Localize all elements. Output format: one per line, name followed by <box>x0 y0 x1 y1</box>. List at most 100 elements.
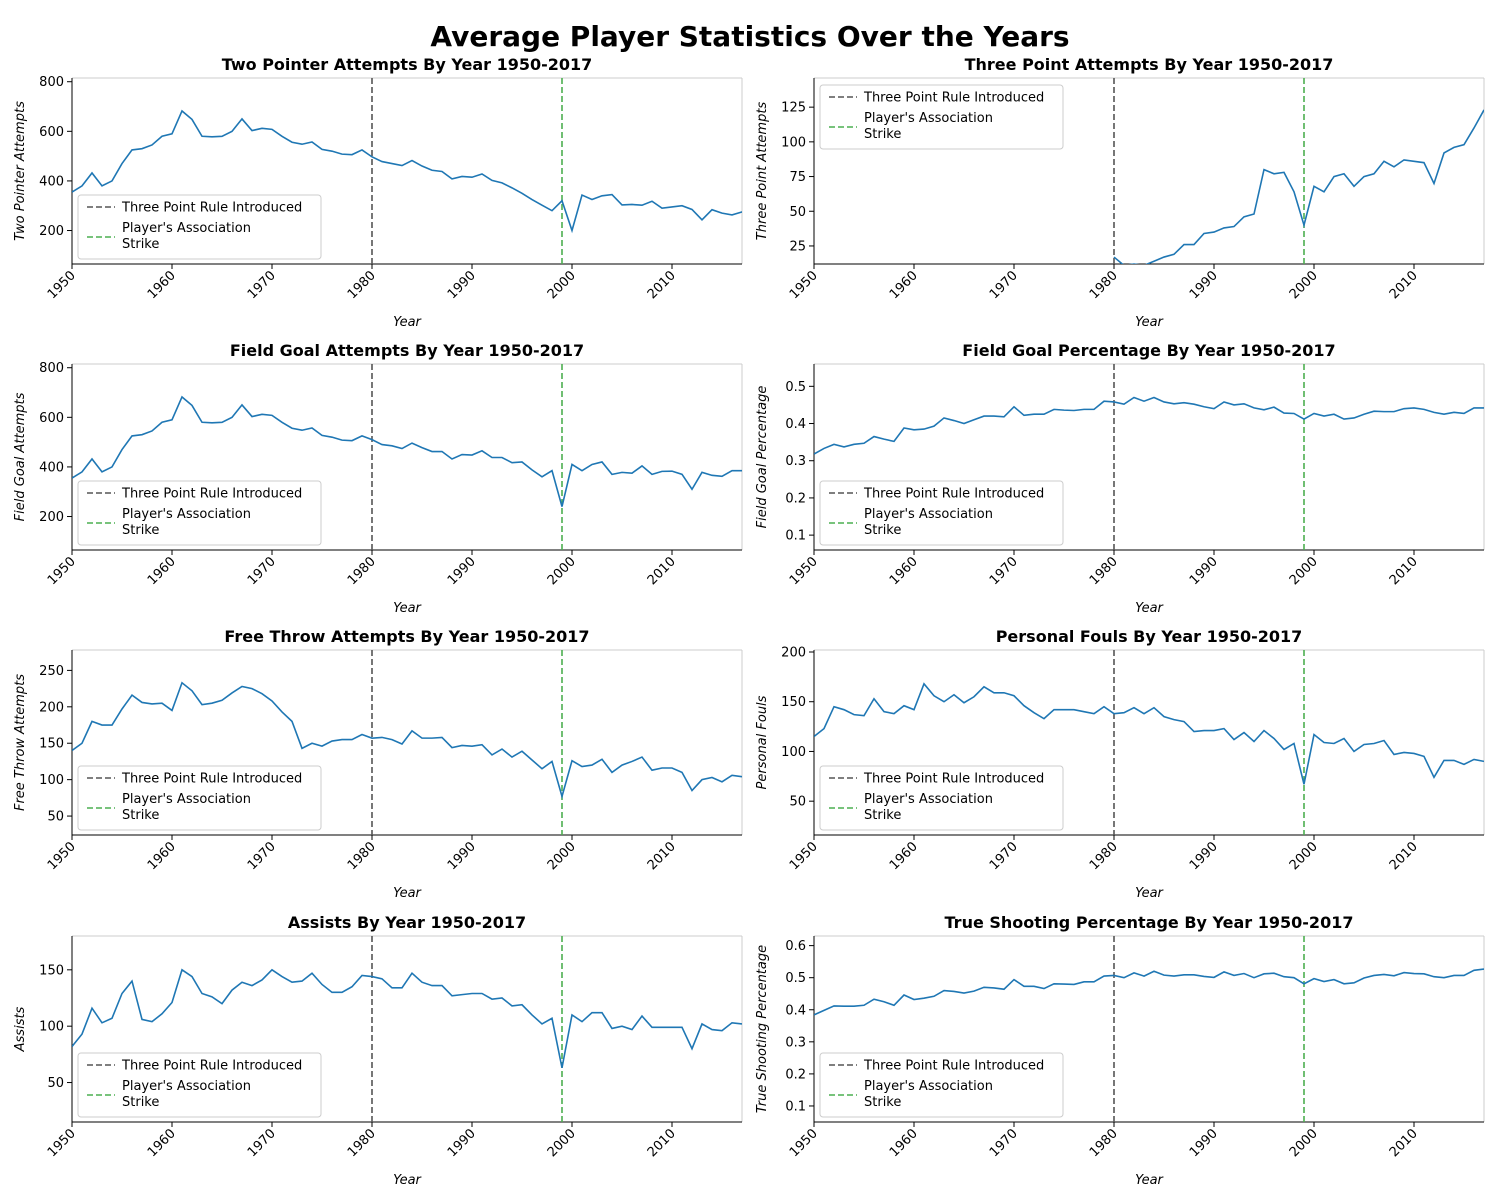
x-tick-label: 1950 <box>787 1126 821 1160</box>
legend-box <box>77 480 322 546</box>
x-tick-label: 1970 <box>987 1126 1021 1160</box>
chart-panel-5: Free Throw Attempts By Year 1950-2017 50 1… <box>13 627 743 901</box>
legend-box <box>819 84 1064 150</box>
legend-box <box>77 194 322 260</box>
legend: Three Point Rule Introduced Player's Asso… <box>77 1052 322 1118</box>
legend-rule-label: Three Point Rule Introduced <box>121 487 302 502</box>
x-tick-label: 2010 <box>1387 839 1421 873</box>
y-tick-label: 0.3 <box>785 1035 806 1050</box>
chart-panel-1: Two Pointer Attempts By Year 1950-2017 20… <box>13 55 743 330</box>
legend-strike-label-line1: Player's Association <box>122 792 251 807</box>
series-line <box>1113 109 1484 264</box>
y-tick-label: 0.5 <box>785 971 806 986</box>
y-tick-label: 150 <box>39 737 64 752</box>
legend-strike-label-line1: Player's Association <box>122 221 251 236</box>
chart-grid: Two Pointer Attempts By Year 1950-2017 20… <box>13 55 1485 1188</box>
y-tick-label: 400 <box>39 174 64 189</box>
x-tick-label: 1980 <box>1087 1126 1121 1160</box>
x-axis-label: Year <box>393 601 422 616</box>
x-tick-label: 1960 <box>145 554 179 588</box>
y-axis-label: Field Goal Attempts <box>13 392 28 521</box>
x-tick-label: 2000 <box>1287 554 1321 588</box>
y-tick-label: 600 <box>39 411 64 426</box>
y-tick-label: 400 <box>39 460 64 475</box>
figure-title: Average Player Statistics Over the Years <box>430 20 1069 53</box>
x-tick-label: 1980 <box>345 554 379 588</box>
y-tick-label: 200 <box>39 224 64 239</box>
x-tick-label: 2000 <box>1287 839 1321 873</box>
x-tick-label: 1980 <box>1087 839 1121 873</box>
x-tick-label: 1950 <box>45 268 79 302</box>
chart-title: Field Goal Percentage By Year 1950-2017 <box>962 341 1335 360</box>
legend-strike-label-line1: Player's Association <box>122 507 251 522</box>
series-line <box>814 682 1484 785</box>
series-line <box>814 968 1484 1016</box>
series-line <box>72 681 742 800</box>
x-axis-label: Year <box>1135 1173 1164 1188</box>
legend-rule-label: Three Point Rule Introduced <box>121 201 302 216</box>
y-tick-label: 150 <box>781 695 806 710</box>
y-tick-label: 0.5 <box>785 380 806 395</box>
y-tick-label: 0.4 <box>785 1003 806 1018</box>
x-tick-label: 1960 <box>887 554 921 588</box>
y-axis-label: True Shooting Percentage <box>755 945 770 1113</box>
chart-title: True Shooting Percentage By Year 1950-20… <box>945 913 1354 932</box>
y-axis-label: Free Throw Attempts <box>13 674 28 811</box>
x-axis-label: Year <box>393 886 422 901</box>
x-axis-label: Year <box>1135 315 1164 330</box>
legend: Three Point Rule Introduced Player's Asso… <box>819 480 1064 546</box>
chart-panel-8: True Shooting Percentage By Year 1950-20… <box>755 913 1485 1188</box>
x-tick-label: 1970 <box>987 268 1021 302</box>
x-tick-label: 1970 <box>245 554 279 588</box>
legend-rule-label: Three Point Rule Introduced <box>863 772 1044 787</box>
x-tick-label: 1960 <box>145 1126 179 1160</box>
x-tick-label: 2010 <box>645 839 679 873</box>
chart-title: Field Goal Attempts By Year 1950-2017 <box>230 341 584 360</box>
x-tick-label: 1990 <box>445 839 479 873</box>
chart-panel-3: Field Goal Attempts By Year 1950-2017 200… <box>13 341 743 616</box>
y-tick-label: 100 <box>781 135 806 150</box>
x-tick-label: 2000 <box>1287 1126 1321 1160</box>
legend-strike-label-line2: Strike <box>864 808 901 823</box>
x-tick-label: 1950 <box>787 554 821 588</box>
x-tick-label: 1980 <box>1087 268 1121 302</box>
series-line <box>72 968 742 1069</box>
x-tick-label: 2010 <box>1387 1126 1421 1160</box>
legend-strike-label-line1: Player's Association <box>864 111 993 126</box>
x-tick-label: 1960 <box>145 839 179 873</box>
x-tick-label: 1950 <box>45 839 79 873</box>
legend-strike-label-line2: Strike <box>122 1095 159 1110</box>
legend-strike-label-line2: Strike <box>864 523 901 538</box>
x-axis-label: Year <box>1135 601 1164 616</box>
y-axis-label: Three Point Attempts <box>755 102 770 241</box>
legend-strike-label-line2: Strike <box>864 1095 901 1110</box>
x-tick-label: 1950 <box>45 1126 79 1160</box>
x-tick-label: 1950 <box>45 554 79 588</box>
x-tick-label: 1980 <box>345 839 379 873</box>
y-axis-label: Personal Fouls <box>755 695 770 789</box>
y-axis-label: Two Pointer Attempts <box>13 101 28 241</box>
legend-strike-label-line1: Player's Association <box>864 792 993 807</box>
x-tick-label: 1970 <box>245 268 279 302</box>
x-tick-label: 2000 <box>545 1126 579 1160</box>
x-tick-label: 2000 <box>545 268 579 302</box>
x-tick-label: 2000 <box>545 839 579 873</box>
y-tick-label: 0.2 <box>785 1067 806 1082</box>
y-tick-label: 200 <box>39 510 64 525</box>
y-tick-label: 800 <box>39 361 64 376</box>
chart-title: Personal Fouls By Year 1950-2017 <box>996 627 1303 646</box>
x-tick-label: 1970 <box>245 839 279 873</box>
chart-panel-4: Field Goal Percentage By Year 1950-2017 0… <box>755 341 1485 616</box>
x-tick-label: 1990 <box>1187 268 1221 302</box>
legend-box <box>819 1052 1064 1118</box>
y-axis-label: Assists <box>13 1006 28 1052</box>
series-line <box>814 396 1484 455</box>
legend-strike-label-line1: Player's Association <box>122 1079 251 1094</box>
x-tick-label: 2000 <box>545 554 579 588</box>
chart-panel-2: Three Point Attempts By Year 1950-2017 25… <box>755 55 1485 330</box>
legend-box <box>819 765 1064 831</box>
x-tick-label: 1970 <box>987 839 1021 873</box>
legend-box <box>77 1052 322 1118</box>
x-tick-label: 1990 <box>445 268 479 302</box>
